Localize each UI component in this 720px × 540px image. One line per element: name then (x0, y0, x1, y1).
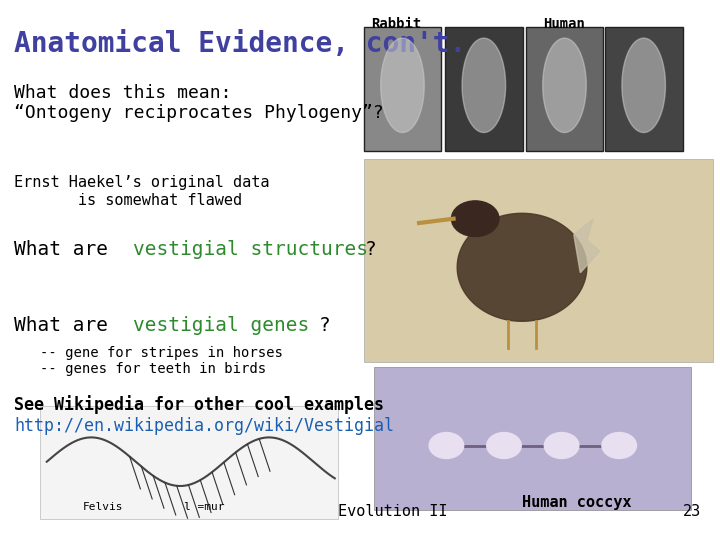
Text: See Wikipedia for other cool examples: See Wikipedia for other cool examples (14, 395, 384, 414)
Text: Evolution II: Evolution II (338, 504, 448, 519)
Circle shape (487, 433, 521, 458)
Text: l =mur: l =mur (184, 502, 224, 512)
Circle shape (429, 433, 464, 458)
Text: ?: ? (319, 316, 330, 335)
FancyBboxPatch shape (364, 159, 713, 362)
Circle shape (544, 433, 579, 458)
FancyBboxPatch shape (526, 27, 603, 151)
Text: http://en.wikipedia.org/wiki/Vestigial: http://en.wikipedia.org/wiki/Vestigial (14, 417, 395, 435)
Text: Ernst Haekel’s original data
       is somewhat flawed: Ernst Haekel’s original data is somewhat… (14, 176, 270, 208)
Circle shape (451, 201, 499, 237)
Polygon shape (477, 213, 493, 230)
Text: Anatomical Evidence, con't.: Anatomical Evidence, con't. (14, 30, 467, 58)
Circle shape (602, 433, 636, 458)
Polygon shape (574, 219, 600, 273)
Text: Felvis: Felvis (83, 502, 123, 512)
FancyBboxPatch shape (445, 27, 523, 151)
Polygon shape (381, 38, 424, 132)
Polygon shape (457, 213, 587, 321)
Text: What are: What are (14, 316, 120, 335)
Text: Human: Human (544, 17, 585, 31)
Text: -- gene for stripes in horses
-- genes for teeth in birds: -- gene for stripes in horses -- genes f… (40, 346, 282, 376)
Polygon shape (622, 38, 665, 132)
Polygon shape (543, 38, 586, 132)
FancyBboxPatch shape (374, 367, 691, 510)
Text: What does this mean:
“Ontogeny reciprocates Phylogeny”?: What does this mean: “Ontogeny reciproca… (14, 84, 384, 123)
FancyBboxPatch shape (364, 27, 441, 151)
Text: vestigial structures: vestigial structures (133, 240, 368, 259)
Text: What are: What are (14, 240, 120, 259)
Text: Human coccyx: Human coccyx (522, 495, 631, 510)
FancyBboxPatch shape (605, 27, 683, 151)
Text: ?: ? (364, 240, 376, 259)
FancyBboxPatch shape (40, 406, 338, 519)
Text: vestigial genes: vestigial genes (133, 316, 310, 335)
Text: 23: 23 (683, 504, 701, 519)
Text: Rabbit: Rabbit (371, 17, 421, 31)
Polygon shape (462, 38, 505, 132)
